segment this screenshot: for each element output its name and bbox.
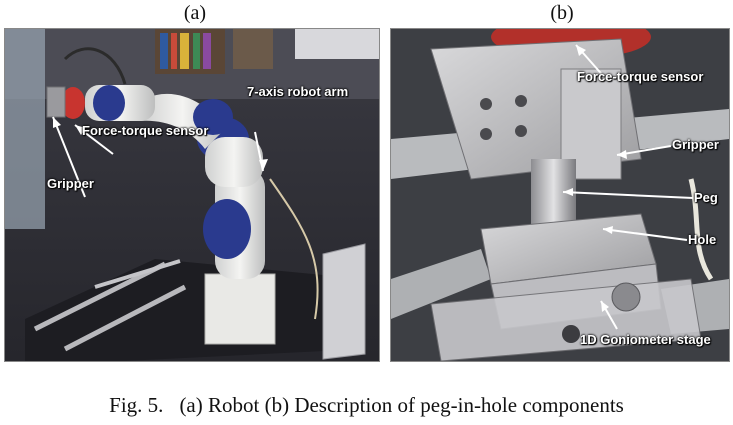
callout-force-torque-b: Force-torque sensor: [577, 69, 704, 84]
panel-a-letter: (a): [183, 2, 207, 24]
callout-peg: Peg: [694, 190, 718, 205]
caption-text: (a) Robot (b) Description of peg-in-hole…: [179, 393, 624, 417]
callout-robot-arm: 7-axis robot arm: [247, 84, 349, 99]
peg-in-hole-illustration: [391, 29, 729, 361]
panel-b-letter: (b): [550, 2, 574, 24]
callout-hole: Hole: [688, 232, 717, 247]
callout-gripper-a: Gripper: [47, 176, 94, 191]
callout-goniometer: 1D Goniometer stage: [580, 332, 711, 347]
caption-label: Fig. 5.: [109, 393, 164, 417]
callout-force-torque-a: Force-torque sensor: [82, 123, 209, 138]
peg-in-hole-photo: Force-torque sensor Gripper Peg Hole 1D …: [390, 28, 730, 362]
figure-caption: Fig. 5. (a) Robot (b) Description of peg-…: [0, 393, 733, 418]
robot-photo: 7-axis robot arm Force-torque sensor Gri…: [4, 28, 380, 362]
robot-illustration: [5, 29, 379, 361]
callout-gripper-b: Gripper: [672, 137, 719, 152]
